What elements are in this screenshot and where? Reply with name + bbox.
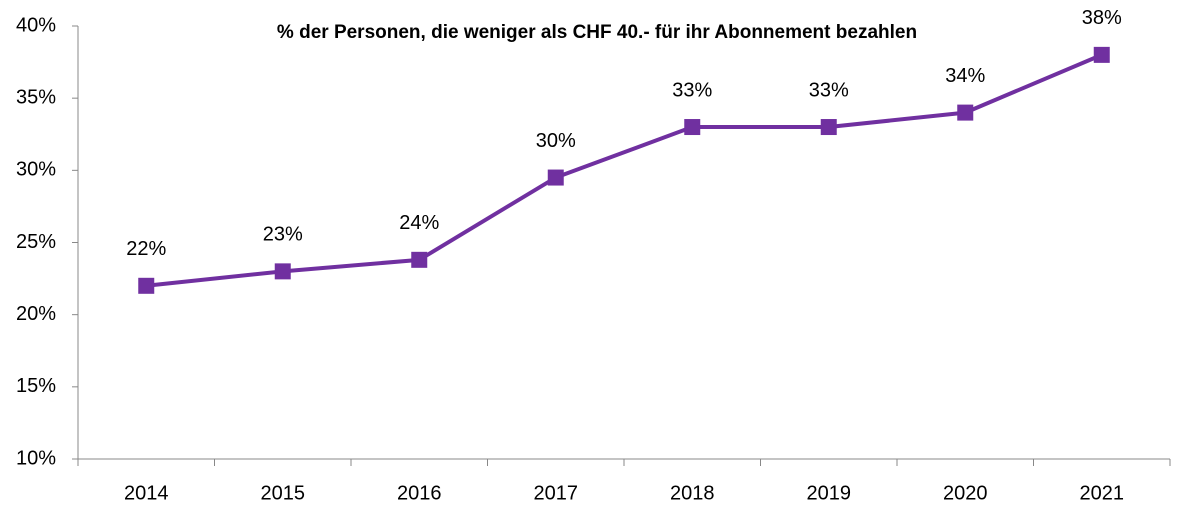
data-label: 30% bbox=[536, 130, 576, 152]
data-label: 23% bbox=[263, 224, 303, 246]
data-label: 24% bbox=[399, 212, 439, 234]
marker bbox=[547, 169, 564, 186]
marker bbox=[138, 277, 155, 294]
marker bbox=[684, 119, 701, 136]
data-label: 38% bbox=[1082, 7, 1122, 29]
data-label: 33% bbox=[809, 79, 849, 101]
y-tick-label: 10% bbox=[16, 447, 56, 469]
marker bbox=[274, 263, 291, 280]
y-tick-label: 25% bbox=[16, 231, 56, 253]
x-tick-label: 2016 bbox=[397, 482, 442, 504]
y-tick-label: 20% bbox=[16, 303, 56, 325]
marker bbox=[411, 251, 428, 268]
y-tick-label: 35% bbox=[16, 86, 56, 108]
chart-title: % der Personen, die weniger als CHF 40.-… bbox=[277, 22, 917, 43]
marker bbox=[820, 119, 837, 136]
x-tick-label: 2018 bbox=[670, 482, 715, 504]
data-label: 22% bbox=[126, 238, 166, 260]
y-tick-label: 15% bbox=[16, 375, 56, 397]
x-tick-label: 2020 bbox=[943, 482, 988, 504]
marker bbox=[957, 104, 974, 121]
line bbox=[146, 53, 1103, 288]
x-tick-label: 2014 bbox=[124, 482, 169, 504]
data-label: 33% bbox=[672, 79, 712, 101]
x-tick-label: 2015 bbox=[261, 482, 306, 504]
y-tick-label: 40% bbox=[16, 14, 56, 36]
y-tick-label: 30% bbox=[16, 159, 56, 181]
data-label: 34% bbox=[945, 65, 985, 87]
x-tick-label: 2019 bbox=[807, 482, 852, 504]
marker bbox=[1093, 46, 1110, 63]
x-tick-label: 2021 bbox=[1080, 482, 1125, 504]
x-tick-label: 2017 bbox=[534, 482, 579, 504]
